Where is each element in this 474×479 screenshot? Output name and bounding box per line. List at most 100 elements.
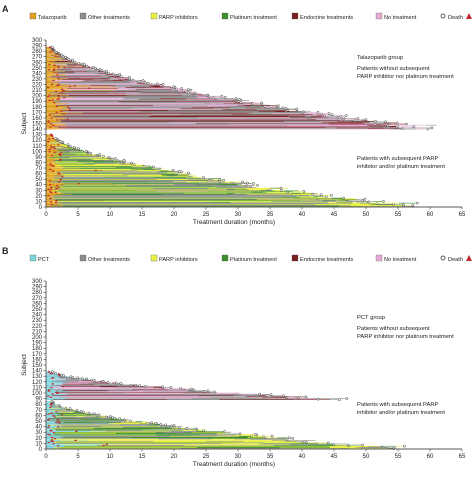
subject-bar-segment — [57, 149, 70, 150]
subject-bar-segment — [250, 192, 267, 193]
death-marker — [71, 59, 73, 61]
death-marker — [303, 190, 305, 192]
subject-bar-primary — [46, 101, 54, 102]
pd-marker — [48, 370, 51, 373]
subject-bar-primary — [46, 95, 69, 96]
subject-bar-segment — [129, 81, 136, 82]
subject-bar-segment — [62, 383, 99, 384]
subject-bar-segment — [171, 173, 176, 174]
subject-bar-segment — [60, 179, 157, 180]
subject-bar-primary — [46, 193, 63, 194]
subject-bar-segment — [222, 394, 249, 395]
subject-bar-segment — [199, 98, 208, 99]
subject-bar-segment — [104, 201, 322, 202]
subject-bar-segment — [162, 174, 177, 175]
subject-bar-primary — [46, 170, 103, 171]
subject-bar-primary — [46, 174, 49, 175]
legend-swatch — [30, 255, 36, 261]
subject-bar-segment — [114, 160, 122, 161]
subject-bar-segment — [53, 192, 251, 193]
y-tick-label: 50 — [35, 419, 42, 425]
death-marker — [173, 86, 175, 88]
subject-bar-segment — [81, 384, 117, 385]
subject-bar-segment — [174, 184, 196, 185]
subject-bar-segment — [53, 425, 145, 426]
subject-bar-segment — [66, 94, 171, 95]
legend-label: PARP inhibitors — [159, 15, 198, 21]
subject-bar-primary — [46, 128, 62, 129]
subject-bar-primary — [46, 165, 54, 166]
subject-bar-segment — [164, 387, 168, 388]
death-marker — [396, 122, 398, 124]
subject-bar-segment — [52, 387, 100, 388]
subject-bar-primary — [46, 162, 57, 163]
death-marker — [162, 83, 164, 85]
subject-bar-primary — [46, 442, 54, 443]
panel-label: A — [2, 4, 9, 14]
subject-bar-segment — [200, 430, 207, 431]
death-marker — [142, 80, 144, 82]
subject-bar-segment — [59, 377, 63, 378]
subject-bar-segment — [233, 120, 321, 121]
subject-bar-segment — [319, 444, 329, 445]
subject-bar-segment — [301, 200, 341, 201]
subject-bar-segment — [127, 389, 181, 390]
y-tick-label: 50 — [35, 177, 42, 183]
subject-bar-segment — [191, 181, 208, 182]
subject-bar-primary — [46, 71, 49, 72]
subject-bar-segment — [64, 151, 77, 152]
subject-bar-segment — [160, 98, 186, 99]
subject-bar-segment — [110, 86, 153, 87]
death-marker — [114, 417, 116, 419]
subject-bar-segment — [54, 70, 92, 71]
subject-bar-segment — [57, 422, 92, 423]
subject-bar-primary — [46, 431, 90, 432]
subject-bar-segment — [64, 422, 121, 423]
death-marker — [180, 171, 182, 173]
subject-bar-segment — [191, 398, 252, 399]
death-marker — [165, 424, 167, 426]
subject-bar-segment — [274, 445, 340, 446]
subject-bar-segment — [56, 199, 257, 200]
subject-bar-segment — [89, 440, 252, 441]
subject-bar-segment — [73, 412, 79, 413]
subject-bar-segment — [280, 448, 361, 449]
subject-bar-segment — [245, 434, 256, 435]
subject-bar-segment — [316, 199, 338, 200]
legend-label: Death — [448, 15, 463, 21]
subject-bar-segment — [118, 88, 170, 89]
subject-bar-segment — [174, 173, 180, 174]
subject-bar-segment — [129, 89, 145, 90]
subject-bar-segment — [54, 147, 62, 148]
subject-bar-segment — [142, 388, 159, 389]
subject-bar-segment — [51, 406, 57, 407]
subject-bar-primary — [46, 64, 56, 65]
death-marker — [412, 204, 414, 206]
y-tick-label: 80 — [35, 402, 42, 408]
subject-bar-segment — [61, 184, 116, 185]
subject-bar-primary — [46, 164, 59, 165]
subject-bar-segment — [50, 387, 154, 388]
subject-bar-primary — [46, 176, 54, 177]
subject-bar-segment — [68, 65, 74, 66]
subject-bar-segment — [249, 127, 392, 128]
subject-bar-segment — [346, 444, 348, 445]
death-marker — [331, 113, 333, 115]
subject-bar-segment — [81, 65, 83, 66]
subject-bar-primary — [46, 83, 58, 84]
subject-bar-segment — [196, 184, 219, 185]
subject-bar-segment — [63, 203, 208, 204]
death-marker — [81, 377, 83, 379]
subject-bar-segment — [293, 191, 304, 192]
subject-bar-segment — [235, 443, 265, 444]
subject-bar-segment — [140, 82, 145, 83]
subject-bar-segment — [198, 117, 289, 118]
subject-bar-segment — [89, 155, 94, 156]
death-marker — [172, 169, 174, 171]
subject-bar-primary — [46, 54, 55, 55]
subject-bar-primary — [46, 162, 56, 163]
death-marker — [194, 92, 196, 94]
subject-bar-segment — [300, 197, 311, 198]
death-marker — [86, 378, 88, 380]
subject-bar-segment — [53, 117, 288, 118]
